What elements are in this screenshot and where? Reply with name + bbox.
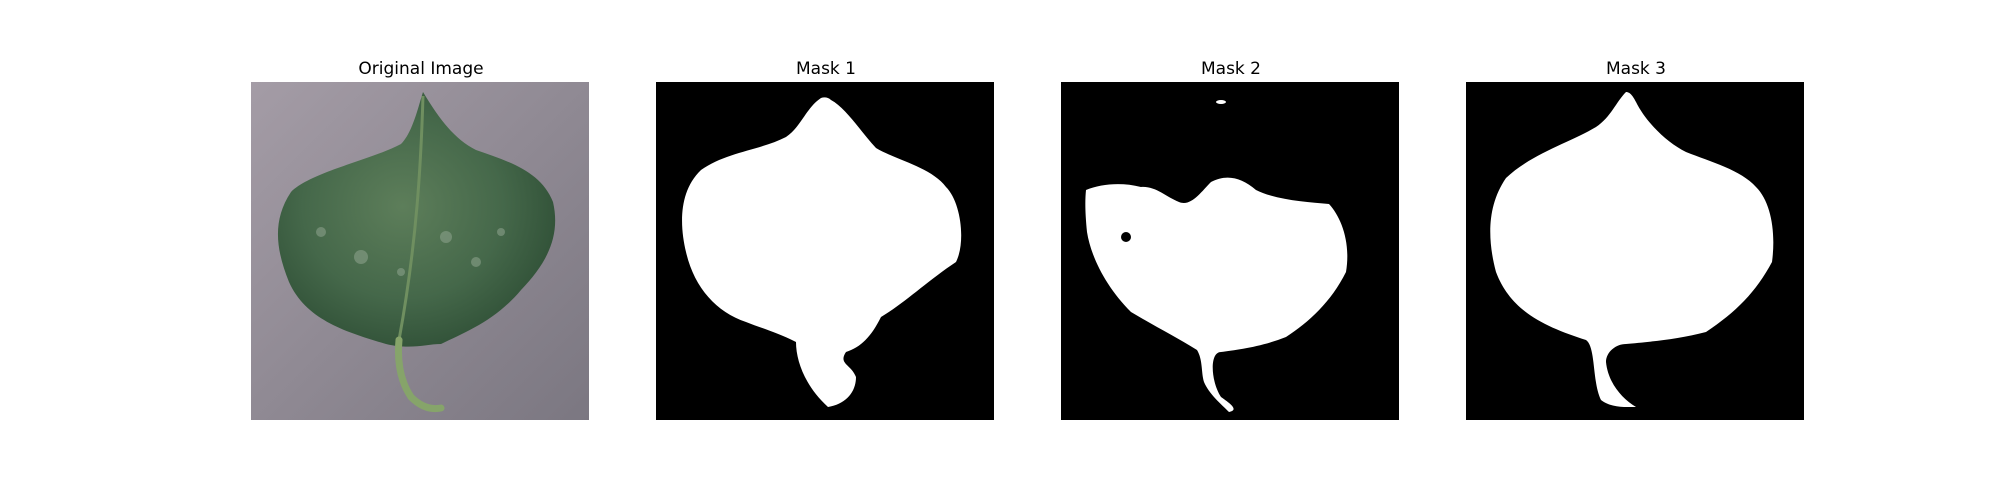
leaf-photo [251,82,589,420]
mask-1-panel: Mask 1 [656,56,996,420]
leaf-stem [395,336,445,413]
original-image-title: Original Image [358,59,484,79]
leaf-midrib [397,95,425,341]
mask-speck [1216,100,1226,104]
leaf-spots [316,227,505,276]
original-image-panel: Original Image [251,56,591,420]
mask-1-title: Mask 1 [795,59,856,79]
mask-hole [1121,232,1131,242]
mask-2-title: Mask 2 [1200,59,1261,79]
mask-3-image [1466,82,1804,420]
mask-foreground [1085,177,1348,412]
mask-3-panel: Mask 3 [1466,56,1806,420]
mask-foreground [682,97,962,408]
mask-3-title: Mask 3 [1605,59,1666,79]
mask-1-image [656,82,994,420]
mask-2-panel: Mask 2 [1061,56,1401,420]
mask-foreground [1490,92,1774,408]
mask-2-image [1061,82,1399,420]
